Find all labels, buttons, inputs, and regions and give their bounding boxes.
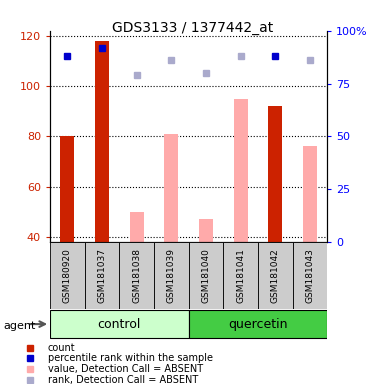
Text: agent: agent	[4, 321, 36, 331]
Bar	[50, 242, 85, 309]
Text: GSM181039: GSM181039	[167, 248, 176, 303]
Text: quercetin: quercetin	[228, 318, 288, 331]
Bar	[303, 146, 317, 242]
Text: GSM181041: GSM181041	[236, 248, 245, 303]
Bar	[60, 136, 74, 242]
Text: GSM181037: GSM181037	[97, 248, 107, 303]
Bar	[189, 242, 223, 309]
Bar	[293, 242, 327, 309]
Bar	[189, 310, 327, 338]
Text: GSM181040: GSM181040	[201, 248, 211, 303]
Bar	[119, 242, 154, 309]
Text: rank, Detection Call = ABSENT: rank, Detection Call = ABSENT	[48, 374, 198, 384]
Text: GSM180920: GSM180920	[63, 248, 72, 303]
Bar	[130, 212, 144, 242]
Text: percentile rank within the sample: percentile rank within the sample	[48, 353, 213, 363]
Text: value, Detection Call = ABSENT: value, Detection Call = ABSENT	[48, 364, 203, 374]
Text: control: control	[98, 318, 141, 331]
Bar	[154, 242, 189, 309]
Bar	[258, 242, 293, 309]
Bar	[85, 242, 119, 309]
Text: GDS3133 / 1377442_at: GDS3133 / 1377442_at	[112, 21, 273, 35]
Bar	[223, 242, 258, 309]
Bar	[199, 219, 213, 242]
Text: GSM181038: GSM181038	[132, 248, 141, 303]
Bar	[50, 310, 189, 338]
Bar	[164, 134, 178, 242]
Bar	[95, 41, 109, 242]
Text: GSM181043: GSM181043	[305, 248, 315, 303]
Text: count: count	[48, 343, 75, 353]
Bar	[268, 106, 282, 242]
Text: GSM181042: GSM181042	[271, 248, 280, 303]
Bar	[234, 99, 248, 242]
